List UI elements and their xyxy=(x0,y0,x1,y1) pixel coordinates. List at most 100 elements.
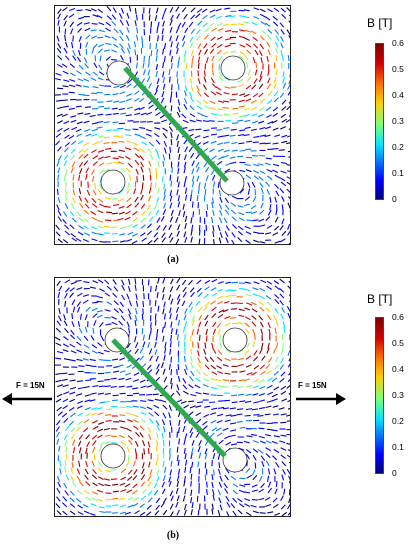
field-vector xyxy=(265,447,271,452)
field-vector xyxy=(170,14,174,21)
field-vector xyxy=(190,362,194,369)
field-vector xyxy=(274,240,281,244)
field-vector xyxy=(286,105,290,111)
field-vector xyxy=(69,359,76,362)
field-vector xyxy=(190,348,193,355)
field-vector xyxy=(253,135,260,138)
field-vector xyxy=(62,510,68,516)
field-vector xyxy=(104,279,110,285)
field-vector xyxy=(176,446,179,453)
field-vector xyxy=(85,460,88,468)
field-vector xyxy=(260,482,266,489)
field-vector xyxy=(275,342,279,349)
field-vector xyxy=(69,343,76,348)
field-vector xyxy=(224,322,231,327)
field-vector xyxy=(212,469,215,476)
field-vector xyxy=(197,509,200,516)
field-vector xyxy=(273,370,279,376)
field-vector xyxy=(161,432,164,439)
field-vector xyxy=(56,204,60,211)
field-vector xyxy=(92,313,98,318)
field-vector xyxy=(139,355,145,361)
field-vector xyxy=(57,216,62,222)
field-vector xyxy=(195,119,202,122)
field-vector xyxy=(216,114,223,117)
field-vector xyxy=(274,285,280,290)
field-vector xyxy=(222,363,229,367)
field-vector xyxy=(91,169,95,175)
field-vector xyxy=(111,59,118,61)
field-vector xyxy=(128,300,133,307)
field-vector xyxy=(84,394,91,397)
field-vector xyxy=(264,433,272,437)
field-vector xyxy=(77,140,84,145)
field-vector xyxy=(85,133,92,137)
field-vector xyxy=(238,105,245,108)
field-vector xyxy=(118,140,125,143)
field-vector xyxy=(168,454,171,461)
field-vector xyxy=(176,13,181,19)
field-vector xyxy=(91,35,98,39)
field-vector xyxy=(103,49,111,52)
field-vector xyxy=(259,43,265,50)
field-vector xyxy=(259,13,266,18)
field-vector xyxy=(170,377,173,384)
field-vector xyxy=(195,29,201,35)
field-vector xyxy=(204,320,209,327)
field-vector xyxy=(287,91,290,96)
field-vector xyxy=(273,280,280,285)
field-vector xyxy=(237,230,244,236)
field-vector xyxy=(98,322,104,328)
field-vector xyxy=(56,280,61,287)
field-vector xyxy=(176,278,181,284)
field-vector xyxy=(104,434,111,437)
field-vector xyxy=(264,142,271,145)
field-vector xyxy=(184,215,188,223)
field-vector xyxy=(267,468,271,475)
field-vector xyxy=(92,43,98,49)
field-vector xyxy=(252,448,259,453)
field-vector xyxy=(264,413,271,416)
field-vector xyxy=(92,175,95,183)
field-vector xyxy=(182,286,187,293)
field-vector xyxy=(124,216,131,221)
field-vector xyxy=(62,384,69,388)
field-vector xyxy=(79,313,82,320)
field-vector xyxy=(285,414,290,417)
field-vector xyxy=(245,364,252,368)
field-vector xyxy=(71,461,74,469)
field-vector xyxy=(89,399,96,402)
field-vector xyxy=(91,47,95,54)
field-vector xyxy=(92,425,99,430)
field-vector xyxy=(224,44,231,48)
field-vector xyxy=(104,155,111,159)
field-vector xyxy=(171,84,173,91)
field-vector xyxy=(97,77,104,81)
field-vector xyxy=(126,197,132,203)
field-vector xyxy=(76,426,82,432)
field-vector xyxy=(190,7,196,13)
field-vector xyxy=(273,83,278,89)
field-vector xyxy=(83,120,90,124)
field-vector xyxy=(132,413,139,418)
field-vector xyxy=(64,55,70,61)
field-vector xyxy=(198,334,201,341)
field-vector xyxy=(69,503,76,508)
field-vector xyxy=(169,237,174,243)
field-vector xyxy=(112,358,119,361)
field-vector xyxy=(280,170,287,174)
field-vector xyxy=(69,497,75,503)
field-vector xyxy=(275,54,278,62)
field-vector xyxy=(245,384,253,388)
field-vector xyxy=(125,412,132,415)
field-vector xyxy=(68,13,75,18)
field-vector xyxy=(71,126,78,131)
field-vector xyxy=(77,231,84,236)
field-vector xyxy=(161,488,166,495)
field-vector xyxy=(97,392,104,395)
field-vector xyxy=(111,20,117,26)
field-vector xyxy=(76,287,83,291)
field-vector xyxy=(232,224,238,230)
field-vector xyxy=(162,20,165,27)
field-vector xyxy=(134,196,139,203)
